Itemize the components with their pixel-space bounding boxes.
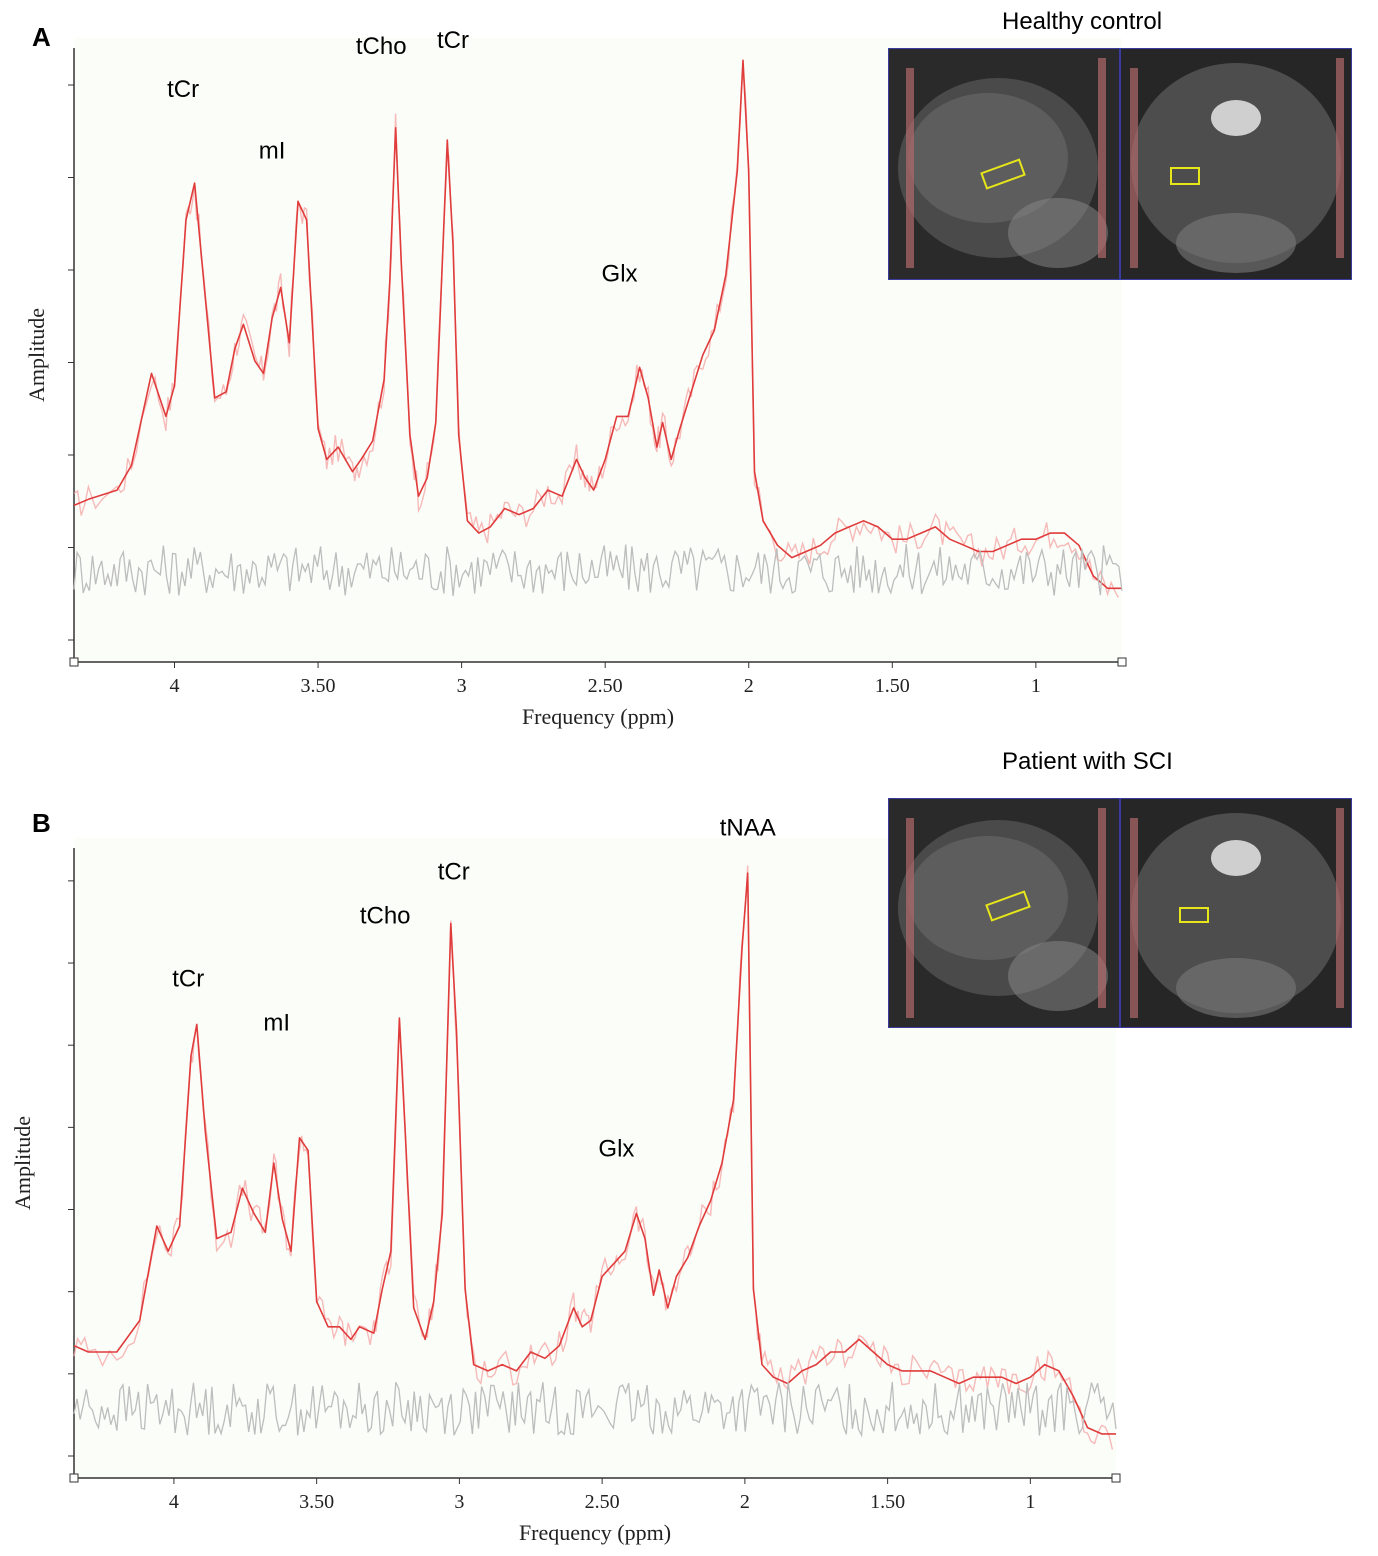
x-tick-label: 1.50 bbox=[870, 1491, 905, 1513]
x-tick-label: 3.50 bbox=[301, 675, 336, 697]
x-tick-label: 1 bbox=[1031, 675, 1041, 697]
x-tick-label: 1.50 bbox=[875, 675, 910, 697]
peak-label: tNAA bbox=[718, 0, 774, 5]
peak-label: tCr bbox=[172, 966, 204, 993]
residual-series-line bbox=[73, 544, 1123, 596]
mri-caption: Patient with SCI bbox=[1002, 748, 1173, 775]
peak-label: tCho bbox=[356, 33, 407, 60]
panel-letter: A bbox=[32, 22, 51, 52]
peak-label: tNAA bbox=[720, 814, 776, 841]
x-tick-label: 3.50 bbox=[299, 1491, 334, 1513]
panel-b: B 4 3.50 3 2.50 2 1.50 1 Frequency (ppm) Amplitu… bbox=[0, 748, 1378, 1556]
x-tick-label: 4 bbox=[169, 675, 179, 697]
panel-letter: B bbox=[32, 808, 51, 838]
peak-label: tCr bbox=[438, 859, 470, 886]
fit-series-line bbox=[73, 872, 1116, 1435]
x-axis-title: Frequency (ppm) bbox=[519, 1520, 671, 1545]
panel-a: A 4 3.50 3 2.50 2 1.50 1 Frequency (ppm) Amplitu… bbox=[0, 0, 1378, 740]
x-tick-label: 3 bbox=[454, 1491, 464, 1513]
axis-handle bbox=[1117, 657, 1127, 667]
axis-handle bbox=[1111, 1473, 1121, 1483]
peak-label: tCr bbox=[437, 27, 469, 54]
x-tick-label: 1 bbox=[1025, 1491, 1035, 1513]
x-tick-label: 3 bbox=[457, 675, 467, 697]
mri-caption: Healthy control bbox=[1002, 8, 1163, 35]
x-tick-label: 2 bbox=[740, 1491, 750, 1513]
peak-label: tCr bbox=[167, 76, 199, 103]
peak-label: mI bbox=[263, 1010, 290, 1037]
y-axis-title: Amplitude bbox=[10, 1116, 35, 1210]
axis-handle bbox=[69, 1473, 79, 1483]
axis-handle bbox=[69, 657, 79, 667]
mri-localizer-image bbox=[888, 798, 1352, 1028]
x-tick-label: 2.50 bbox=[585, 1491, 620, 1513]
x-axis-title: Frequency (ppm) bbox=[522, 704, 674, 729]
x-tick-label: 2.50 bbox=[588, 675, 623, 697]
peak-label: Glx bbox=[602, 260, 638, 287]
fit-series-line bbox=[73, 59, 1122, 590]
raw-spectrum-line bbox=[73, 73, 1120, 598]
y-axis-title: Amplitude bbox=[24, 308, 49, 402]
spectrum-chart-b: 4 3.50 3 2.50 2 1.50 1 Frequency (ppm) Amplitude… bbox=[10, 814, 1121, 1545]
peak-label: mI bbox=[259, 138, 286, 165]
peak-label: Glx bbox=[598, 1136, 634, 1163]
residual-series-line bbox=[73, 1381, 1117, 1438]
x-tick-label: 4 bbox=[169, 1491, 179, 1513]
x-tick-label: 2 bbox=[744, 675, 754, 697]
peak-label: tCho bbox=[360, 903, 411, 930]
mri-localizer-image bbox=[888, 48, 1352, 280]
